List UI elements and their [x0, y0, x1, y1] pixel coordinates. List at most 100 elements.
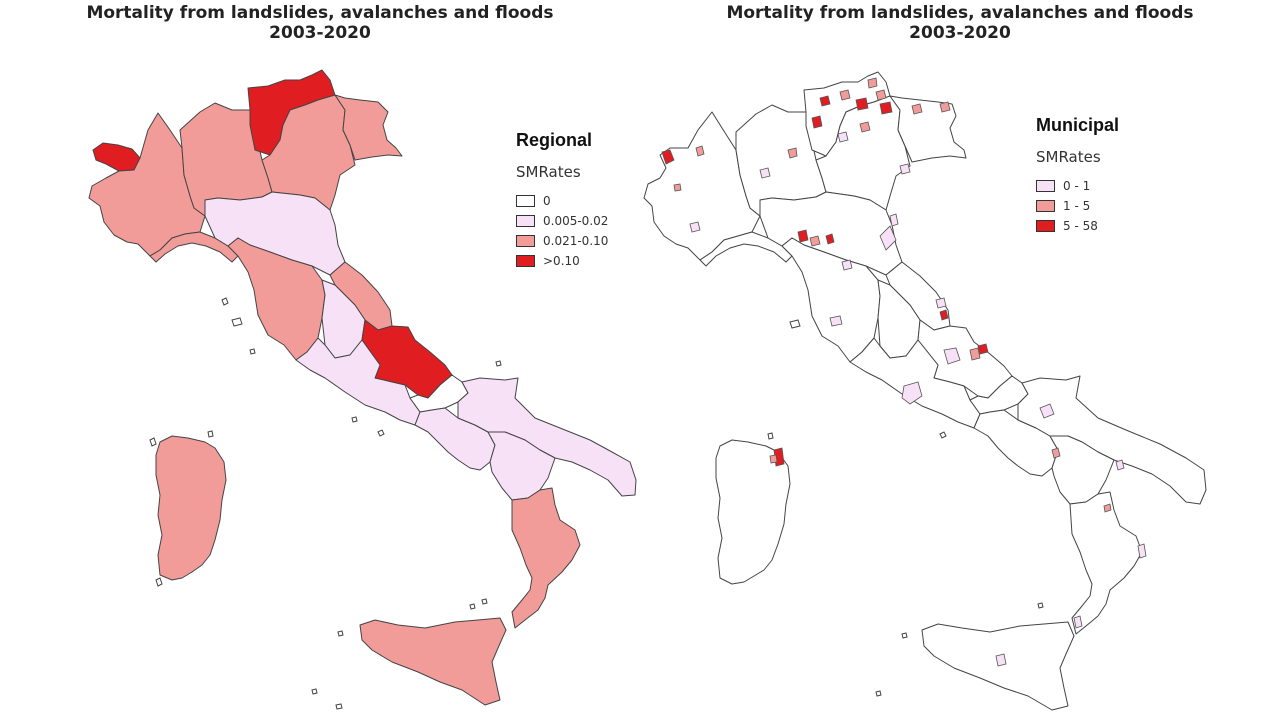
region-campania — [414, 407, 496, 471]
muni-trentino-3 — [855, 97, 869, 111]
muni-aosta-1 — [661, 149, 675, 165]
muni-calabria-3 — [1073, 615, 1083, 629]
municipal-map — [643, 71, 1207, 711]
island-egadi — [337, 630, 344, 637]
legend-item: 5 - 58 — [1036, 216, 1119, 236]
municipal-title-line2: 2003-2020 — [909, 23, 1011, 43]
regional-legend-field: SMRates — [516, 163, 581, 181]
muni-piemonte-2 — [689, 221, 701, 233]
legend-item: 1 - 5 — [1036, 196, 1119, 216]
muni-umbria-1 — [943, 347, 961, 365]
muni-piemonte-1 — [673, 183, 682, 192]
municipal-legend: Municipal SMRates 0 - 1 1 - 5 5 - 58 — [1036, 115, 1119, 236]
island-ponza — [351, 416, 358, 423]
muni-emilia-5 — [889, 213, 899, 227]
outline-liguria — [699, 231, 793, 267]
island-eolie-1 — [469, 603, 476, 610]
legend-item: 0.005-0.02 — [516, 211, 608, 231]
island-tremiti — [495, 360, 502, 367]
legend-label: 5 - 58 — [1063, 219, 1098, 233]
legend-swatch — [516, 255, 535, 267]
region-valle-daosta — [92, 142, 141, 172]
muni-trentino-4 — [875, 89, 887, 101]
island-giglio — [249, 348, 256, 355]
island-sant-antioco — [155, 577, 163, 587]
island-asinara — [149, 437, 157, 447]
island-capraia — [221, 297, 229, 306]
muni-calabria-1 — [1137, 543, 1147, 559]
outline-campania — [973, 409, 1059, 477]
legend-swatch — [516, 235, 535, 247]
regional-legend: Regional SMRates 0 0.005-0.02 0.021-0.10… — [516, 130, 608, 271]
muni-emilia-4 — [879, 225, 897, 251]
island-elba — [231, 317, 243, 327]
muni-lombardia-2 — [787, 147, 798, 159]
municipal-title-line1: Mortality from landslides, avalanches an… — [726, 3, 1194, 23]
region-lazio — [295, 337, 421, 426]
outline-friuli — [889, 95, 967, 163]
island-elba — [789, 319, 801, 329]
muni-marche-2 — [939, 309, 949, 321]
muni-veneto-2 — [899, 163, 911, 175]
muni-trentino-1 — [819, 95, 831, 107]
muni-sicilia-1 — [995, 653, 1007, 667]
legend-label: 0 — [543, 194, 551, 208]
regional-title-line1: Mortality from landslides, avalanches an… — [86, 3, 554, 23]
regional-map-title: Mortality from landslides, avalanches an… — [0, 3, 640, 43]
island-maddalena — [207, 430, 214, 438]
regional-map — [88, 69, 637, 710]
region-calabria — [511, 487, 581, 629]
legend-label: 0 - 1 — [1063, 179, 1091, 193]
muni-calabria-2 — [1103, 503, 1112, 513]
muni-friuli-2 — [939, 101, 951, 113]
region-liguria — [149, 231, 239, 263]
muni-marche-1 — [935, 297, 947, 309]
region-sicilia — [359, 617, 507, 706]
island-lampedusa — [335, 703, 343, 710]
muni-trentino-2 — [839, 89, 851, 101]
legend-swatch — [516, 215, 535, 227]
island-capri — [939, 431, 947, 439]
muni-molise-1 — [1039, 403, 1055, 419]
muni-lazio-1 — [901, 381, 923, 405]
municipal-legend-field: SMRates — [1036, 148, 1101, 166]
muni-aosta-2 — [695, 145, 705, 157]
regional-map-panel: Mortality from landslides, avalanches an… — [0, 3, 640, 710]
legend-swatch — [1036, 220, 1055, 232]
island-pantelleria — [311, 688, 318, 695]
muni-veneto-1 — [859, 121, 871, 133]
muni-campania-1 — [1051, 447, 1061, 459]
legend-swatch — [1036, 200, 1055, 212]
muni-lombardia-1 — [759, 167, 771, 179]
island-eolie-2 — [481, 598, 488, 605]
legend-item: 0.021-0.10 — [516, 231, 608, 251]
muni-emilia-3 — [825, 233, 835, 245]
legend-label: 0.005-0.02 — [543, 214, 609, 228]
muni-emilia-1 — [797, 229, 809, 243]
island-pantelleria — [875, 690, 882, 697]
island-egadi — [901, 632, 908, 639]
regional-legend-heading: Regional — [516, 130, 593, 150]
legend-item: 0 - 1 — [1036, 176, 1119, 196]
municipal-map-panel: Mortality from landslides, avalanches an… — [640, 0, 1280, 720]
legend-swatch — [1036, 180, 1055, 192]
muni-trentino-5 — [879, 101, 893, 115]
legend-label: 0.021-0.10 — [543, 234, 609, 248]
muni-toscana-2 — [829, 315, 843, 327]
muni-abruzzo-2 — [969, 347, 981, 361]
region-friuli — [334, 94, 403, 161]
muni-trentino-6 — [867, 77, 878, 89]
muni-sardegna-2 — [769, 454, 778, 464]
legend-item: 0 — [516, 191, 608, 211]
island-maddalena — [767, 432, 774, 440]
muni-abruzzo-1 — [977, 343, 989, 355]
region-sardegna — [155, 435, 227, 581]
island-eolie — [1037, 602, 1044, 609]
municipal-map-title: Mortality from landslides, avalanches an… — [640, 3, 1280, 43]
island-capri — [377, 429, 385, 437]
muni-toscana-1 — [841, 259, 853, 271]
muni-puglia-1 — [1115, 459, 1125, 471]
outline-calabria — [1069, 491, 1143, 635]
muni-emilia-2 — [809, 235, 821, 247]
muni-friuli-1 — [911, 103, 923, 115]
